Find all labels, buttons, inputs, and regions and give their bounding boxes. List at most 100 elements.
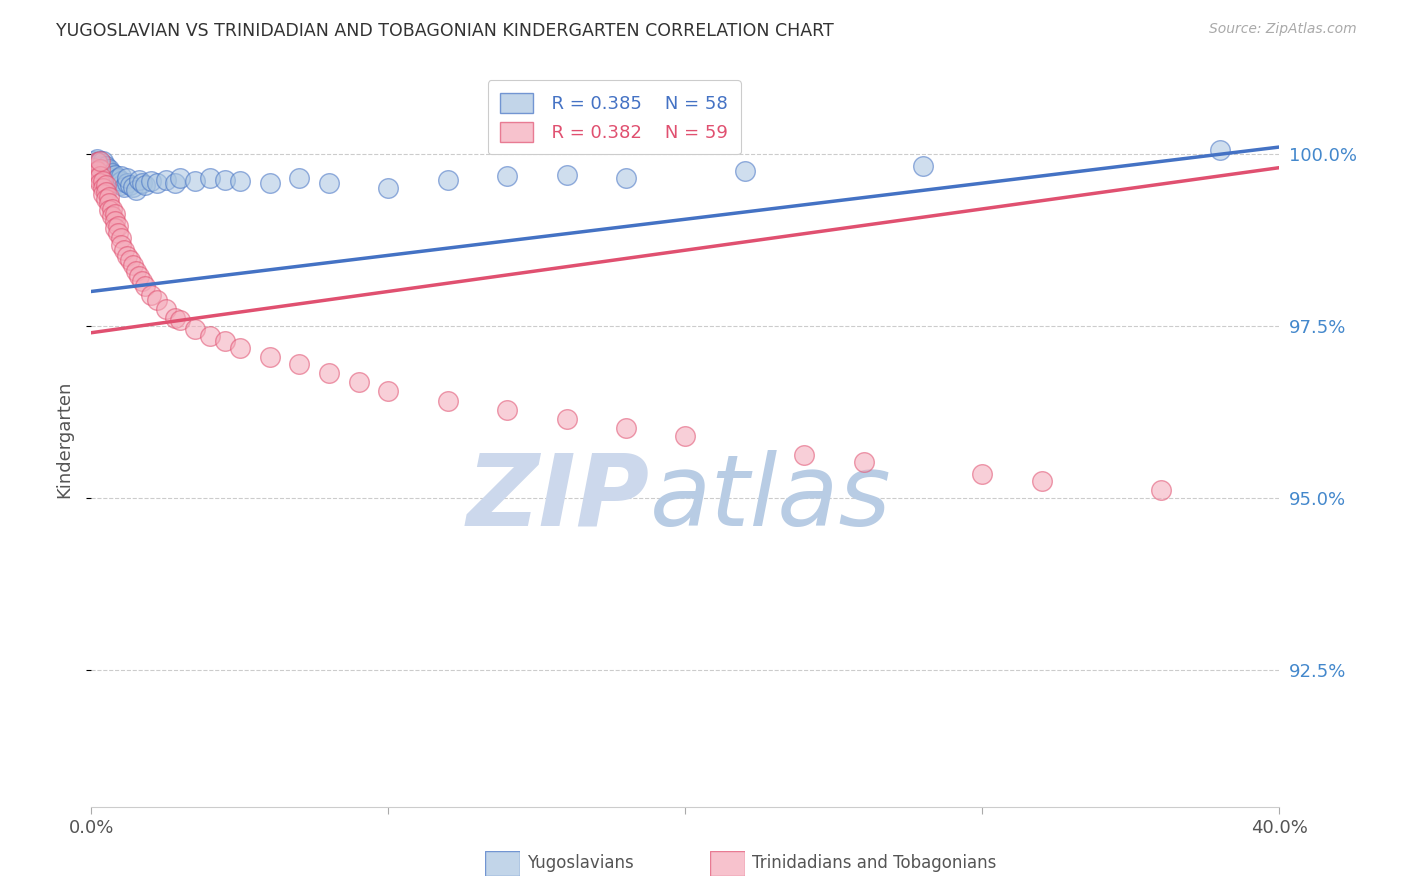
- Y-axis label: Kindergarten: Kindergarten: [55, 381, 73, 498]
- Point: [139, 288, 162, 302]
- Point: [89, 161, 111, 176]
- Point: [128, 269, 150, 284]
- Point: [673, 429, 696, 443]
- Point: [163, 310, 186, 325]
- Point: [110, 237, 132, 252]
- Point: [96, 161, 118, 175]
- Point: [96, 192, 118, 206]
- Point: [91, 186, 114, 201]
- Point: [184, 322, 207, 336]
- Point: [110, 178, 132, 192]
- Point: [112, 180, 135, 194]
- Point: [496, 402, 519, 417]
- Point: [131, 176, 153, 190]
- Point: [122, 180, 145, 194]
- Point: [91, 159, 114, 173]
- Point: [91, 161, 114, 176]
- Point: [107, 219, 129, 233]
- Point: [1031, 474, 1053, 488]
- Point: [104, 207, 127, 221]
- Point: [377, 384, 399, 399]
- Point: [83, 153, 105, 168]
- Point: [436, 394, 458, 409]
- Point: [104, 173, 127, 187]
- Point: [110, 174, 132, 188]
- Text: Yugoslavians: Yugoslavians: [527, 855, 634, 872]
- Point: [91, 153, 114, 168]
- Point: [115, 249, 138, 263]
- Point: [911, 159, 934, 173]
- Point: [115, 171, 138, 186]
- Point: [110, 169, 132, 183]
- Point: [145, 176, 167, 190]
- Point: [134, 279, 156, 293]
- Point: [107, 171, 129, 186]
- Point: [98, 189, 121, 203]
- Point: [793, 448, 815, 462]
- Point: [200, 171, 222, 186]
- Point: [128, 173, 150, 187]
- Point: [101, 202, 124, 216]
- Point: [118, 178, 141, 192]
- Point: [83, 157, 105, 171]
- Point: [259, 176, 281, 190]
- Point: [104, 168, 127, 182]
- Text: Trinidadians and Tobagonians: Trinidadians and Tobagonians: [752, 855, 997, 872]
- Point: [96, 159, 118, 173]
- Point: [98, 161, 121, 176]
- Legend:   R = 0.385    N = 58,   R = 0.382    N = 59: R = 0.385 N = 58, R = 0.382 N = 59: [488, 80, 741, 154]
- Point: [852, 455, 875, 469]
- Point: [96, 185, 118, 199]
- Point: [86, 164, 108, 178]
- Point: [436, 173, 458, 187]
- Point: [86, 155, 108, 169]
- Point: [259, 350, 281, 364]
- Point: [86, 155, 108, 169]
- Point: [110, 231, 132, 245]
- Point: [555, 168, 578, 182]
- Point: [614, 420, 637, 434]
- Point: [496, 169, 519, 183]
- Point: [83, 168, 105, 182]
- Point: [155, 301, 177, 316]
- Point: [214, 334, 236, 348]
- Point: [1149, 483, 1171, 497]
- Point: [288, 171, 311, 186]
- Point: [347, 376, 370, 390]
- Point: [139, 174, 162, 188]
- Text: atlas: atlas: [650, 450, 891, 547]
- Point: [163, 176, 186, 190]
- Point: [214, 173, 236, 187]
- Point: [96, 162, 118, 177]
- Point: [86, 171, 108, 186]
- Point: [96, 178, 118, 192]
- Point: [118, 253, 141, 268]
- Point: [134, 178, 156, 192]
- Point: [104, 221, 127, 235]
- Point: [86, 153, 108, 167]
- Point: [89, 169, 111, 183]
- Point: [98, 196, 121, 211]
- Point: [184, 174, 207, 188]
- Point: [122, 258, 145, 272]
- Point: [614, 171, 637, 186]
- Point: [107, 226, 129, 240]
- Point: [91, 174, 114, 188]
- Point: [377, 181, 399, 195]
- Point: [91, 181, 114, 195]
- Point: [107, 176, 129, 190]
- Point: [112, 243, 135, 257]
- Point: [89, 156, 111, 170]
- Point: [98, 203, 121, 218]
- Text: ZIP: ZIP: [467, 450, 650, 547]
- Point: [89, 176, 111, 190]
- Text: Source: ZipAtlas.com: Source: ZipAtlas.com: [1209, 22, 1357, 37]
- Point: [83, 161, 105, 175]
- Point: [101, 171, 124, 186]
- Point: [555, 411, 578, 425]
- Point: [98, 168, 121, 182]
- Point: [89, 153, 111, 168]
- Point: [89, 153, 111, 168]
- Point: [972, 467, 994, 481]
- Point: [200, 329, 222, 343]
